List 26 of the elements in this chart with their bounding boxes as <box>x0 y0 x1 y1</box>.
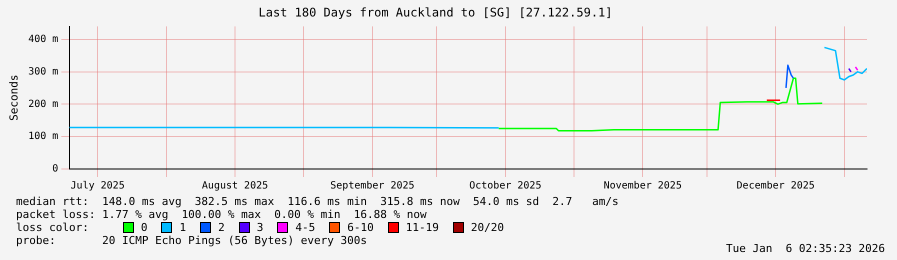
legend-label: 0 <box>140 221 148 234</box>
legend-label: 11-19 <box>406 221 439 234</box>
text: median rtt: 148.0 ms avg 382.5 ms max 116.6 ms min 315.8 ms now 54.0 ms sd 2.7 am/s <box>16 195 620 208</box>
y-tick-label: 400 m <box>28 34 58 45</box>
text: packet loss: 1.77 % avg 100.00 % max 0.00 % min 16.88 % now <box>16 208 428 221</box>
y-tick-label: 300 m <box>28 66 58 78</box>
legend-label: 2 <box>218 221 225 234</box>
legend-label: 4-5 <box>295 221 316 234</box>
legend-label: 6-10 <box>347 221 374 234</box>
x-tick-label: October 2025 <box>469 180 542 192</box>
y-tick-label: 200 m <box>28 98 58 110</box>
legend-label: 3 <box>256 221 264 234</box>
legend-label: 1 <box>179 221 186 234</box>
x-tick-label: July 2025 <box>70 180 125 192</box>
x-tick-label: August 2025 <box>202 180 268 192</box>
text: probe: 20 ICMP Echo Pings (56 Bytes) every 300s <box>16 234 367 247</box>
x-tick-label: September 2025 <box>330 180 415 192</box>
x-tick-label: December 2025 <box>736 180 815 192</box>
y-tick-label: 0 <box>52 164 58 175</box>
chart-title: Last 180 Days from Auckland to [SG] [27.122.59.1] <box>258 5 613 20</box>
text: Tue Jan 6 02:35:23 2026 <box>726 242 885 255</box>
y-axis-title: Seconds <box>7 74 20 121</box>
legend-label: 20/20 <box>470 221 504 234</box>
y-tick-label: 100 m <box>28 131 58 142</box>
x-tick-label: November 2025 <box>604 180 682 192</box>
legend-title: loss color: <box>16 221 89 234</box>
